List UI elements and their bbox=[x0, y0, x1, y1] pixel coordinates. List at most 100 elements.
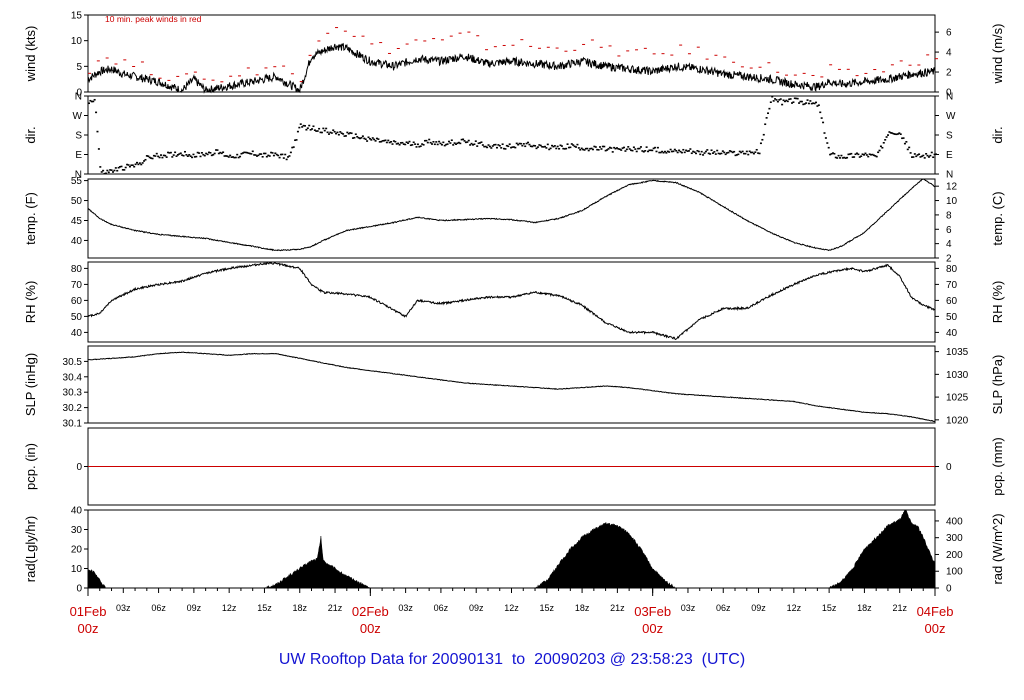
direction-point bbox=[462, 138, 465, 141]
direction-point bbox=[707, 152, 710, 155]
x-tick-label: 09z bbox=[187, 603, 202, 613]
direction-point bbox=[233, 156, 236, 159]
direction-point bbox=[480, 141, 483, 144]
direction-point bbox=[257, 154, 260, 157]
direction-point bbox=[508, 143, 511, 145]
direction-point bbox=[843, 156, 846, 159]
direction-point bbox=[409, 144, 412, 147]
direction-point bbox=[351, 137, 354, 139]
x-tick-label: 03z bbox=[398, 603, 413, 613]
direction-point bbox=[388, 141, 391, 144]
direction-point bbox=[608, 146, 611, 149]
series-peak bbox=[88, 27, 938, 83]
direction-point bbox=[764, 123, 767, 126]
direction-point bbox=[527, 141, 530, 144]
direction-point bbox=[319, 131, 322, 134]
footer-timezone: (UTC) bbox=[701, 651, 746, 668]
direction-point bbox=[543, 145, 546, 148]
direction-point bbox=[762, 133, 765, 136]
direction-point bbox=[240, 152, 243, 155]
direction-point bbox=[885, 136, 888, 138]
direction-point bbox=[836, 157, 839, 159]
direction-point bbox=[925, 152, 928, 155]
direction-point bbox=[504, 148, 507, 150]
direction-point bbox=[870, 153, 873, 156]
direction-point bbox=[535, 147, 538, 150]
direction-point bbox=[539, 144, 542, 147]
direction-point bbox=[438, 140, 441, 143]
direction-point bbox=[743, 152, 746, 155]
direction-point bbox=[284, 153, 287, 156]
direction-point bbox=[918, 153, 921, 156]
direction-point bbox=[248, 152, 251, 155]
direction-point bbox=[894, 133, 897, 135]
y-tick-label-right: 10 bbox=[946, 196, 958, 207]
direction-point bbox=[491, 145, 494, 147]
direction-point bbox=[332, 129, 335, 131]
direction-point bbox=[867, 155, 870, 158]
y-tick-label-right: E bbox=[946, 150, 953, 161]
direction-point bbox=[891, 132, 894, 134]
direction-point bbox=[913, 153, 916, 155]
direction-point bbox=[606, 149, 609, 151]
direction-point bbox=[734, 154, 737, 157]
direction-point bbox=[806, 99, 809, 101]
y-axis-title-right: temp. (C) bbox=[990, 191, 1005, 245]
direction-point bbox=[323, 129, 326, 132]
direction-point bbox=[511, 146, 514, 148]
direction-point bbox=[903, 142, 906, 145]
direction-point bbox=[627, 146, 630, 148]
direction-point bbox=[857, 153, 860, 156]
x-tick-label: 09z bbox=[751, 603, 766, 613]
direction-point bbox=[349, 132, 352, 134]
x-tick-label: 06z bbox=[716, 603, 731, 613]
direction-point bbox=[106, 169, 109, 172]
direction-point bbox=[546, 143, 549, 146]
direction-point bbox=[833, 152, 836, 155]
direction-point bbox=[89, 99, 92, 102]
series-dir bbox=[88, 95, 937, 175]
direction-point bbox=[326, 131, 329, 134]
direction-point bbox=[552, 145, 555, 148]
direction-point bbox=[176, 154, 179, 156]
direction-point bbox=[253, 154, 256, 156]
direction-point bbox=[781, 103, 784, 106]
y-tick-label-left: 30 bbox=[71, 525, 83, 536]
direction-point bbox=[613, 146, 616, 149]
direction-point bbox=[700, 150, 703, 153]
direction-point bbox=[720, 152, 723, 155]
direction-point bbox=[584, 147, 587, 150]
direction-point bbox=[593, 145, 596, 148]
direction-point bbox=[724, 153, 727, 156]
direction-point bbox=[639, 146, 642, 148]
direction-point bbox=[654, 146, 657, 149]
direction-point bbox=[198, 152, 201, 154]
direction-point bbox=[717, 152, 720, 155]
y-tick-label-left: 50 bbox=[71, 312, 83, 323]
y-tick-label-right: 6 bbox=[946, 225, 952, 236]
direction-point bbox=[699, 153, 702, 156]
direction-point bbox=[199, 155, 202, 158]
direction-point bbox=[217, 152, 220, 155]
direction-point bbox=[384, 139, 387, 142]
direction-point bbox=[878, 149, 881, 152]
direction-point bbox=[831, 152, 834, 154]
direction-point bbox=[789, 98, 792, 100]
direction-point bbox=[531, 145, 534, 148]
direction-point bbox=[226, 155, 229, 157]
direction-point bbox=[189, 155, 192, 158]
direction-point bbox=[723, 151, 726, 154]
direction-point bbox=[666, 150, 669, 153]
x-date-label: 03Feb bbox=[634, 604, 671, 619]
x-tick-label: 06z bbox=[434, 603, 449, 613]
direction-point bbox=[778, 99, 781, 101]
direction-point bbox=[548, 148, 551, 151]
direction-point bbox=[647, 150, 650, 153]
direction-point bbox=[923, 157, 926, 159]
direction-point bbox=[288, 155, 291, 157]
direction-point bbox=[303, 125, 306, 127]
y-tick-label-right: 0 bbox=[946, 462, 952, 473]
direction-point bbox=[560, 145, 563, 147]
direction-point bbox=[503, 147, 506, 150]
direction-point bbox=[697, 150, 700, 153]
